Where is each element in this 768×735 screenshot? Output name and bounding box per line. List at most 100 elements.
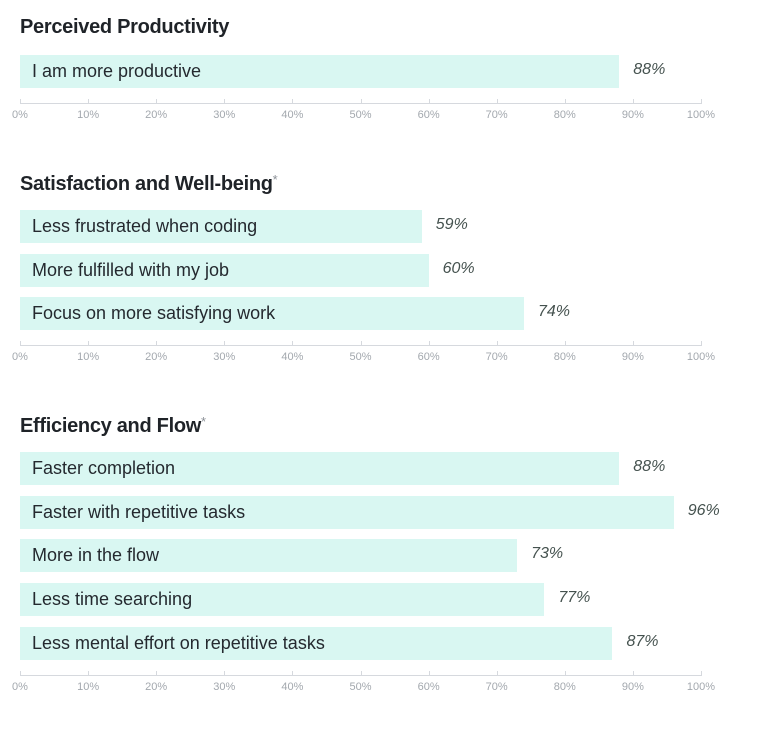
x-tick-label: 30% (213, 109, 236, 121)
x-tick (292, 341, 294, 346)
x-tick-label: 70% (485, 681, 508, 693)
bar: More fulfilled with my job (20, 254, 429, 287)
x-tick (632, 99, 634, 104)
x-tick (88, 671, 90, 676)
x-tick-label: 80% (553, 351, 576, 363)
data-label: 59% (435, 216, 468, 233)
x-tick (360, 671, 362, 676)
x-tick-label: 60% (417, 351, 440, 363)
data-label: 87% (626, 633, 659, 650)
bar: Less time searching (20, 583, 545, 616)
x-tick-label: 70% (485, 109, 508, 121)
x-tick (564, 99, 566, 104)
chart-title-text: Efficiency and Flow (20, 415, 201, 437)
x-tick (360, 341, 362, 346)
x-tick (224, 99, 226, 104)
bar-label: Less frustrated when coding (32, 216, 258, 236)
bar: I am more productive (20, 55, 620, 88)
data-label: 88% (633, 61, 666, 78)
bar-label: Focus on more satisfying work (32, 303, 276, 323)
x-tick (224, 341, 226, 346)
x-tick-label: 60% (417, 681, 440, 693)
bar-label: Less mental effort on repetitive tasks (32, 633, 325, 653)
x-tick-label: 100% (686, 351, 716, 363)
x-tick (496, 671, 498, 676)
x-tick-label: 80% (553, 681, 576, 693)
x-tick-label: 10% (77, 109, 100, 121)
x-tick (701, 671, 702, 676)
bar: Less mental effort on repetitive tasks (20, 627, 613, 660)
x-tick-label: 30% (213, 681, 236, 693)
bar: Focus on more satisfying work (20, 297, 524, 330)
bar-label: More in the flow (32, 545, 160, 565)
x-tick (632, 671, 634, 676)
x-tick-label: 40% (281, 109, 304, 121)
x-tick-label: 40% (281, 351, 304, 363)
x-tick (292, 99, 294, 104)
x-tick (156, 99, 158, 104)
x-tick-label: 20% (145, 109, 168, 121)
data-label: 60% (442, 260, 475, 277)
bar-label: Faster with repetitive tasks (32, 502, 246, 522)
x-tick (360, 99, 362, 104)
x-tick (88, 341, 90, 346)
x-tick-label: 90% (621, 681, 644, 693)
bar: Faster completion (20, 452, 620, 485)
x-tick-label: 50% (349, 109, 372, 121)
x-tick-label: 100% (686, 109, 716, 121)
chart-title-footnote-mark: * (201, 414, 206, 429)
x-tick-label: 0% (12, 351, 28, 363)
data-label: 96% (687, 502, 720, 519)
x-tick (156, 341, 158, 346)
data-label: 88% (633, 458, 666, 475)
x-tick (496, 341, 498, 346)
x-tick-label: 20% (145, 681, 168, 693)
x-tick-label: 0% (12, 109, 28, 121)
x-tick (564, 341, 566, 346)
bar: Faster with repetitive tasks (20, 496, 674, 529)
bar-label: Faster completion (32, 458, 176, 478)
x-tick (428, 671, 430, 676)
bar: More in the flow (20, 539, 518, 572)
x-tick (428, 99, 430, 104)
data-label: 74% (537, 303, 570, 320)
chart-title-text: Perceived Productivity (20, 16, 230, 38)
x-tick-label: 30% (213, 351, 236, 363)
chart-title-footnote-mark: * (272, 172, 278, 187)
x-tick (701, 99, 702, 104)
x-tick-label: 90% (621, 351, 644, 363)
x-tick-label: 10% (77, 681, 100, 693)
bar-label: Less time searching (32, 589, 193, 609)
x-tick (564, 671, 566, 676)
data-label: 77% (558, 589, 591, 606)
x-tick-label: 90% (621, 109, 644, 121)
x-tick-label: 0% (12, 681, 28, 693)
bar-label: More fulfilled with my job (32, 260, 230, 280)
x-tick (156, 671, 158, 676)
x-tick-label: 40% (281, 681, 304, 693)
chart-title: Satisfaction and Well-being* (20, 172, 278, 196)
x-tick-label: 50% (349, 681, 372, 693)
x-tick (224, 671, 226, 676)
x-tick (88, 99, 90, 104)
x-tick-label: 80% (553, 109, 576, 121)
chart-title: Perceived Productivity (20, 16, 229, 39)
x-tick-label: 10% (77, 351, 100, 363)
chart-title: Efficiency and Flow* (20, 414, 206, 438)
data-label: 73% (531, 545, 564, 562)
chart-title-text: Satisfaction and Well-being (20, 173, 273, 195)
bar: Less frustrated when coding (20, 210, 422, 243)
x-tick-label: 100% (686, 681, 716, 693)
x-tick-label: 70% (485, 351, 508, 363)
x-tick (20, 341, 21, 346)
x-tick (496, 99, 498, 104)
x-tick (428, 341, 430, 346)
x-tick (632, 341, 634, 346)
x-tick (20, 671, 21, 676)
bar-label: I am more productive (32, 61, 202, 81)
x-tick (20, 99, 21, 104)
x-tick-label: 50% (349, 351, 372, 363)
x-tick-label: 20% (145, 351, 168, 363)
x-tick-label: 60% (417, 109, 440, 121)
x-tick (292, 671, 294, 676)
